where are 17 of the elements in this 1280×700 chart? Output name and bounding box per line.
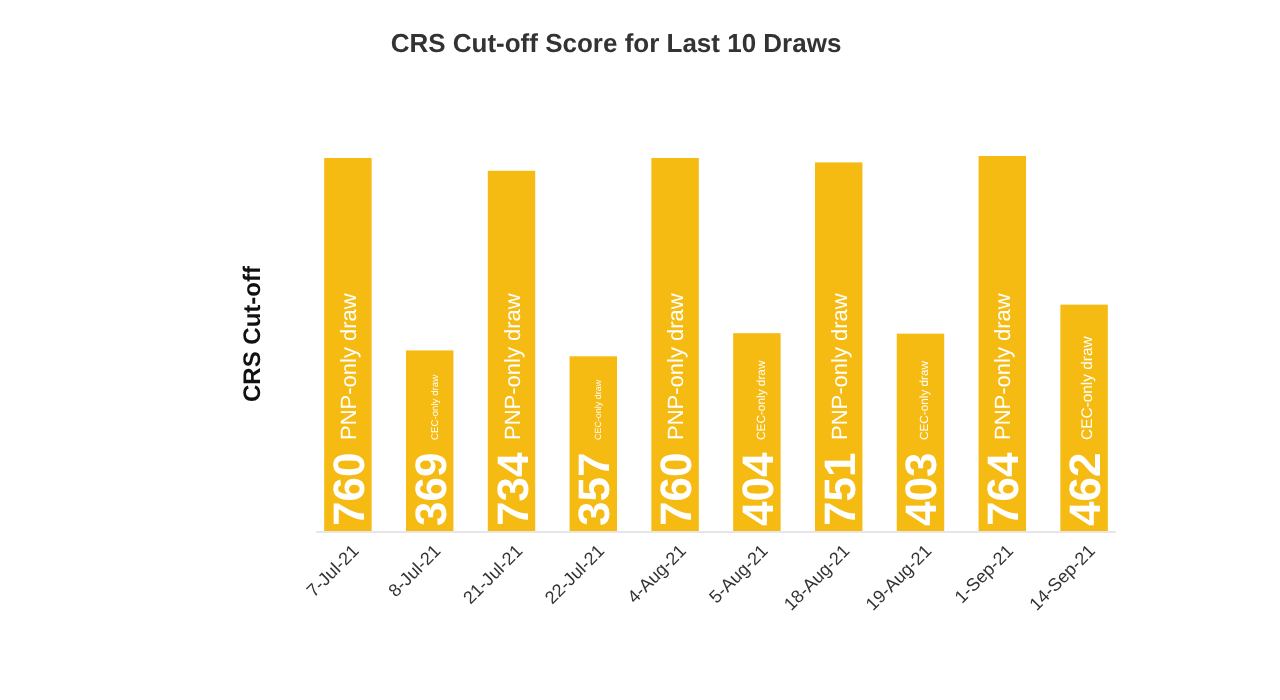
data-label: 760 xyxy=(323,452,374,526)
data-label: 357 xyxy=(569,452,620,526)
data-label: 760 xyxy=(651,452,702,526)
data-label: 369 xyxy=(405,452,456,526)
annotation: PNP-only draw xyxy=(828,293,853,440)
annotation: PNP-only draw xyxy=(665,293,690,440)
annotation: PNP-only draw xyxy=(337,293,362,440)
data-label: 751 xyxy=(814,452,865,526)
annotation: PNP-only draw xyxy=(501,293,526,440)
data-label: 764 xyxy=(978,451,1029,526)
annotation: PNP-only draw xyxy=(992,293,1017,440)
data-label: 462 xyxy=(1060,452,1111,526)
data-label: 734 xyxy=(487,451,538,526)
chart-title: CRS Cut-off Score for Last 10 Draws xyxy=(390,28,842,58)
data-label: 404 xyxy=(732,451,783,526)
data-label: 403 xyxy=(896,452,947,526)
y-axis-title: CRS Cut-off xyxy=(238,264,266,402)
